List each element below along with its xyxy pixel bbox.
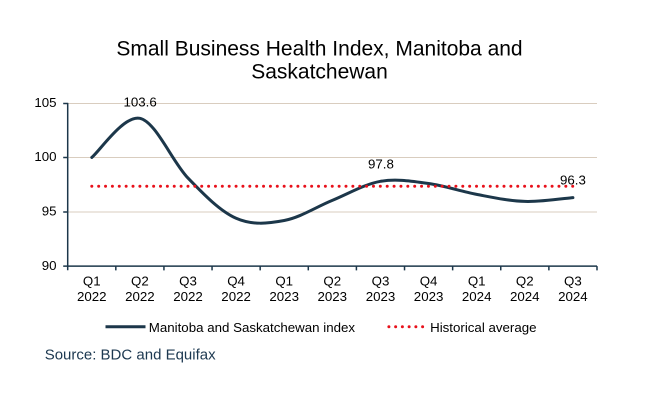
svg-text:103.6: 103.6 [123, 94, 156, 109]
svg-text:100: 100 [34, 149, 56, 164]
svg-text:Q3: Q3 [564, 274, 582, 289]
svg-text:2023: 2023 [366, 289, 396, 304]
svg-text:90: 90 [42, 258, 57, 273]
svg-text:2022: 2022 [125, 289, 155, 304]
svg-text:2022: 2022 [173, 289, 203, 304]
svg-text:Q2: Q2 [323, 274, 341, 289]
svg-text:95: 95 [42, 204, 57, 219]
svg-text:97.8: 97.8 [368, 156, 394, 171]
svg-text:Q4: Q4 [227, 274, 245, 289]
svg-text:Q3: Q3 [179, 274, 197, 289]
svg-text:Q1: Q1 [83, 274, 101, 289]
svg-text:2024: 2024 [558, 289, 588, 304]
svg-text:2023: 2023 [269, 289, 299, 304]
svg-text:2022: 2022 [77, 289, 107, 304]
svg-text:Historical average: Historical average [430, 320, 536, 335]
svg-text:2024: 2024 [462, 289, 492, 304]
svg-text:Q1: Q1 [468, 274, 486, 289]
svg-text:2022: 2022 [221, 289, 251, 304]
svg-text:96.3: 96.3 [560, 172, 586, 187]
svg-text:2023: 2023 [318, 289, 348, 304]
svg-text:Source: BDC and Equifax: Source: BDC and Equifax [45, 346, 216, 363]
svg-text:Q3: Q3 [372, 274, 390, 289]
svg-text:Saskatchewan: Saskatchewan [251, 61, 388, 84]
svg-text:Q4: Q4 [420, 274, 438, 289]
svg-text:2023: 2023 [414, 289, 444, 304]
svg-text:105: 105 [34, 95, 56, 110]
svg-text:Q2: Q2 [131, 274, 149, 289]
svg-text:Small Business Health Index, M: Small Business Health Index, Manitoba an… [116, 38, 522, 61]
svg-text:2024: 2024 [510, 289, 540, 304]
svg-text:Manitoba and Saskatchewan inde: Manitoba and Saskatchewan index [149, 320, 356, 335]
svg-text:Q1: Q1 [275, 274, 293, 289]
svg-text:Q2: Q2 [516, 274, 534, 289]
